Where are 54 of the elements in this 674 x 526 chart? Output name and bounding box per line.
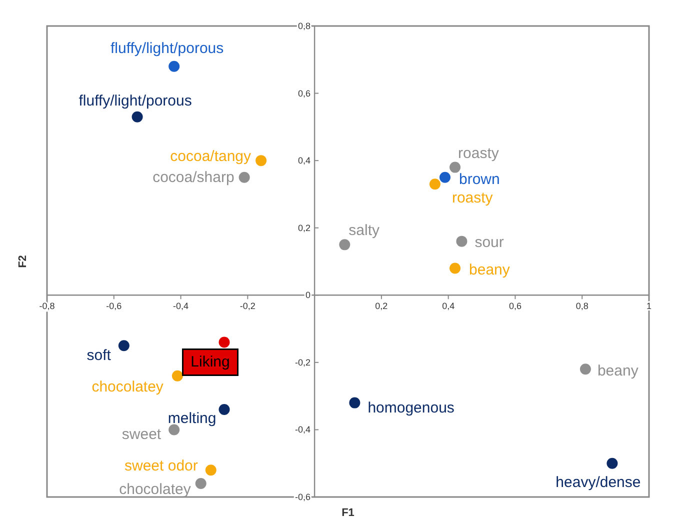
y-axis-title: F2	[16, 255, 29, 268]
x-tick-label: 0,2	[375, 301, 388, 312]
point	[205, 464, 216, 476]
data-label: melting	[168, 410, 216, 428]
data-label: chocolatey	[119, 481, 192, 498]
point	[195, 478, 206, 490]
y-tick-label: 0,4	[298, 156, 311, 166]
x-tick-label: 0,4	[442, 301, 455, 312]
data-label: roasty	[458, 144, 500, 162]
point	[349, 397, 360, 408]
data-label: homogenous	[368, 399, 454, 416]
data-label: beany	[597, 362, 639, 380]
data-label: cocoa/tangy	[170, 148, 252, 166]
point	[429, 178, 440, 190]
x-tick-label: 0,8	[576, 301, 588, 312]
data-label: sweet odor	[124, 458, 198, 475]
y-tick-label: -0,4	[295, 424, 311, 435]
data-label: soft	[86, 347, 112, 364]
data-label: cocoa/sharp	[152, 168, 234, 186]
point	[256, 155, 267, 166]
point	[218, 404, 230, 416]
point	[168, 60, 180, 72]
point	[456, 236, 468, 247]
data-label: sweet	[122, 426, 162, 444]
point	[132, 111, 143, 122]
point	[580, 364, 591, 375]
point	[606, 458, 618, 469]
data-label: chocolatey	[92, 378, 164, 396]
data-label: fluffy/light/porous	[110, 40, 224, 57]
point	[339, 239, 350, 250]
point	[172, 370, 183, 382]
point	[450, 262, 461, 274]
y-tick-label: 0,6	[298, 88, 311, 98]
x-tick-label: 1	[646, 301, 652, 312]
y-tick-label: 0,2	[298, 222, 311, 233]
point	[439, 172, 450, 183]
data-label: roasty	[452, 190, 494, 207]
y-tick-label: -0,2	[295, 357, 311, 368]
data-label: salty	[348, 222, 380, 240]
point	[118, 340, 130, 352]
point	[450, 162, 461, 173]
data-label: heavy/dense	[556, 474, 641, 491]
data-label: sour	[474, 234, 504, 251]
annotation: Liking	[190, 354, 230, 371]
point	[218, 336, 230, 348]
x-tick-label: -0,2	[240, 301, 256, 312]
data-label: brown	[458, 170, 500, 188]
point	[238, 172, 250, 183]
x-tick-label: -0,6	[106, 301, 122, 312]
data-label: beany	[469, 262, 510, 279]
x-tick-label: -0,4	[173, 301, 189, 312]
x-tick-label: 0,6	[508, 301, 522, 312]
data-label: fluffy/light/porous	[78, 92, 192, 110]
x-axis-title: F1	[342, 507, 354, 519]
